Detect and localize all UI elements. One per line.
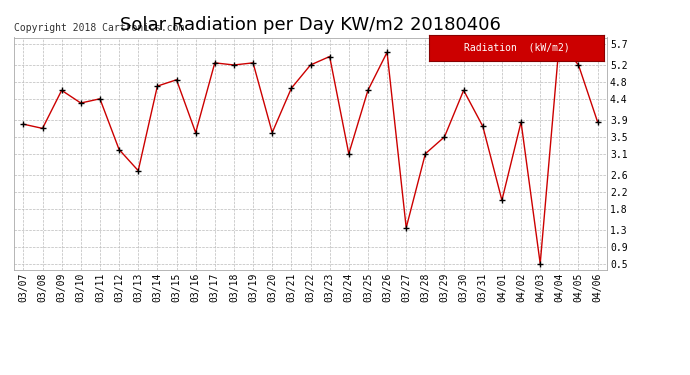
Title: Solar Radiation per Day KW/m2 20180406: Solar Radiation per Day KW/m2 20180406 — [120, 16, 501, 34]
Text: Copyright 2018 Cartronics.com: Copyright 2018 Cartronics.com — [14, 23, 184, 33]
